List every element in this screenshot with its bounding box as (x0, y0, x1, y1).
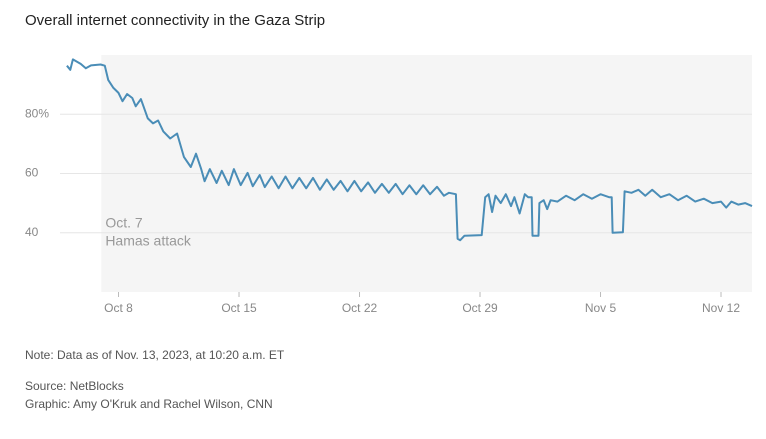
y-tick-label: 40 (25, 225, 39, 239)
x-tick-label: Oct 8 (104, 301, 133, 315)
credit: Graphic: Amy O'Kruk and Rachel Wilson, C… (25, 397, 273, 411)
note: Note: Data as of Nov. 13, 2023, at 10:20… (25, 348, 285, 362)
source: Source: NetBlocks (25, 379, 124, 393)
y-tick-label: 80% (25, 106, 49, 120)
x-tick-label: Oct 29 (462, 301, 498, 315)
annotation: Hamas attack (105, 233, 192, 249)
y-tick-label: 60 (25, 166, 39, 180)
annotation: Oct. 7 (105, 215, 143, 231)
chart-title: Overall internet connectivity in the Gaz… (25, 12, 325, 29)
x-tick-label: Oct 22 (342, 301, 378, 315)
x-tick-label: Nov 5 (585, 301, 617, 315)
data-line (66, 58, 753, 242)
x-tick-label: Oct 15 (221, 301, 257, 315)
x-tick-label: Nov 12 (702, 301, 740, 315)
